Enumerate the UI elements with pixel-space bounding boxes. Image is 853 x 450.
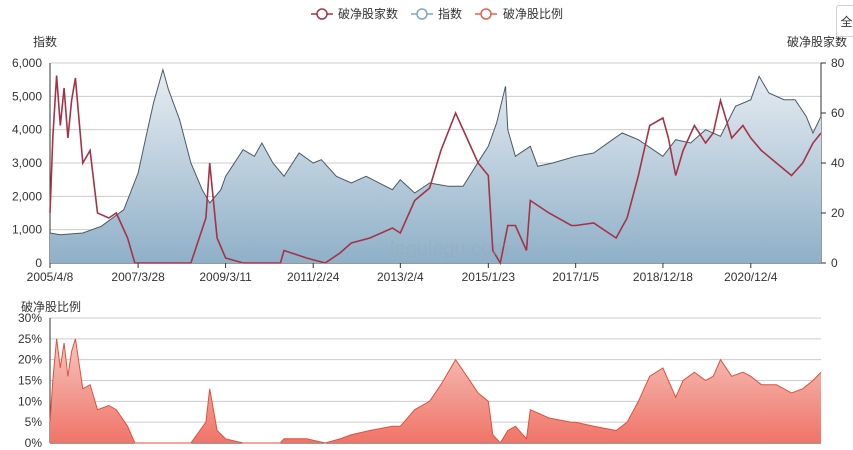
y-left-tick-label: 5,000 bbox=[12, 89, 42, 103]
broken-count-line bbox=[49, 75, 822, 266]
index-line bbox=[49, 67, 822, 236]
legend-item-broken-ratio[interactable]: 破净股比例 bbox=[475, 6, 563, 21]
legend-label-broken-ratio: 破净股比例 bbox=[503, 6, 563, 21]
y-left-tick-label: 1,000 bbox=[12, 223, 42, 237]
y-right-tick-label: 0 bbox=[831, 256, 838, 270]
bottom-chart: 破净股比例 0% 5% 10% 15% 20% 25% 30% bbox=[18, 299, 822, 450]
x-tick-label: 2007/3/28 bbox=[111, 270, 165, 284]
ratio-tick-label: 30% bbox=[18, 311, 42, 325]
legend-item-broken-count[interactable]: 破净股家数 bbox=[311, 6, 398, 21]
side-toggle-button[interactable]: 全 bbox=[836, 5, 853, 37]
x-tick-label: 2005/4/8 bbox=[27, 270, 74, 284]
legend-item-index[interactable]: 指数 bbox=[411, 6, 462, 21]
legend: 破净股家数 指数 破净股比例 bbox=[311, 6, 563, 21]
x-tick-label: 2013/2/4 bbox=[377, 270, 424, 284]
y-left-tick-label: 6,000 bbox=[12, 56, 42, 70]
y-right-tick-label: 60 bbox=[831, 106, 845, 120]
x-tick-label: 2011/2/24 bbox=[287, 270, 340, 284]
y-left-tick-label: 2,000 bbox=[12, 189, 42, 203]
y-left-axis-label: 指数 bbox=[33, 34, 57, 49]
x-tick-label: 2018/12/18 bbox=[633, 270, 693, 284]
y-left-tick-label: 4,000 bbox=[12, 123, 42, 137]
legend-label-index: 指数 bbox=[438, 6, 462, 21]
x-tick-label: 2009/3/11 bbox=[199, 270, 252, 284]
broken-ratio-line bbox=[49, 338, 822, 444]
x-tick-label: 2020/12/4 bbox=[724, 270, 778, 284]
x-ticks: 2005/4/8 2007/3/28 2009/3/11 2011/2/24 2013/… bbox=[27, 263, 778, 284]
y-right-tick-label: 20 bbox=[831, 206, 845, 220]
ratio-tick-label: 15% bbox=[18, 374, 42, 388]
ratio-tick-label: 5% bbox=[25, 415, 43, 429]
legend-label-broken-count: 破净股家数 bbox=[338, 6, 398, 21]
y-right-ticks: 0 20 40 60 80 bbox=[821, 56, 845, 270]
ratio-axis-label: 破净股比例 bbox=[21, 299, 81, 314]
ratio-y-ticks: 0% 5% 10% 15% 20% 25% 30% bbox=[18, 311, 42, 450]
x-tick-label: 2017/1/5 bbox=[552, 270, 599, 284]
ratio-tick-label: 10% bbox=[18, 394, 42, 408]
y-left-tick-label: 3,000 bbox=[12, 156, 42, 170]
y-right-tick-label: 40 bbox=[831, 156, 845, 170]
y-left-tick-label: 0 bbox=[35, 256, 42, 270]
y-right-tick-label: 80 bbox=[831, 56, 845, 70]
ratio-tick-label: 20% bbox=[18, 353, 42, 367]
y-right-axis-label: 破净股家数 bbox=[787, 34, 847, 49]
y-left-ticks: 0 1,000 2,000 3,000 4,000 5,000 6,000 bbox=[12, 56, 42, 270]
ratio-tick-label: 25% bbox=[18, 332, 42, 346]
top-chart: 指数 破净股家数 0 1,000 2,000 3,000 4,000 5,000 6,000… bbox=[12, 34, 847, 284]
ratio-tick-label: 0% bbox=[25, 436, 43, 450]
broken-ratio-area bbox=[50, 338, 821, 443]
x-tick-label: 2015/1/23 bbox=[462, 270, 516, 284]
watermark: legulegu.com bbox=[390, 238, 509, 260]
